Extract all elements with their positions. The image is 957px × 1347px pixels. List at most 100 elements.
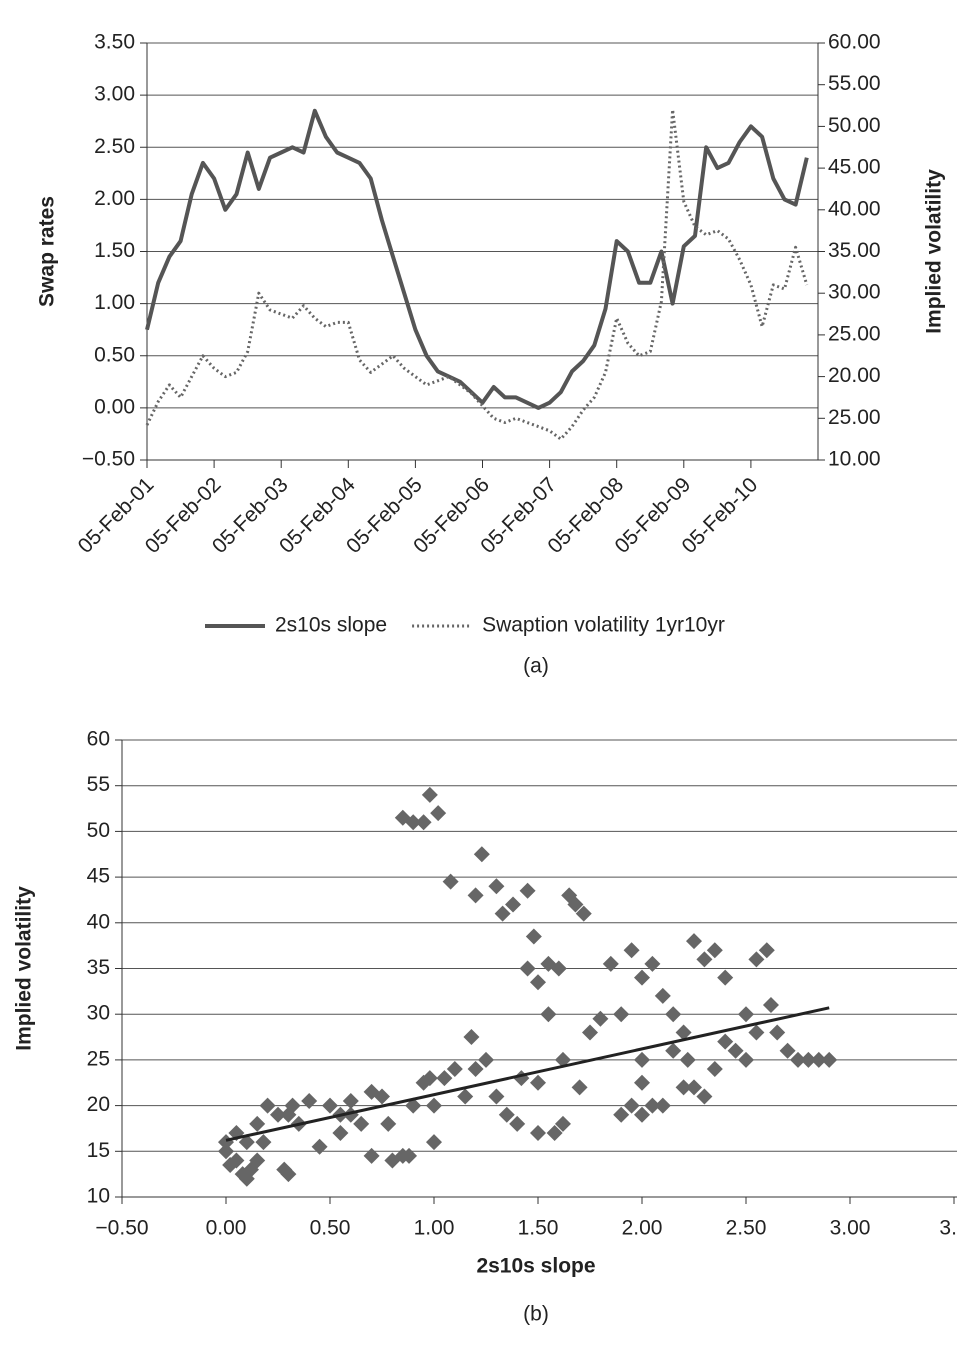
scatter-point — [311, 1138, 328, 1155]
scatter-point — [706, 1061, 723, 1078]
y2-tick-label: 45.00 — [828, 156, 881, 179]
y-tick-label: 50 — [87, 819, 110, 842]
y2-tick-label: 40.00 — [828, 197, 881, 220]
scatter-point — [530, 1125, 546, 1142]
y2-tick-label: 25.00 — [828, 322, 881, 345]
caption: (b) — [523, 1303, 549, 1326]
scatter-point — [790, 1051, 806, 1068]
scatter-point — [280, 1166, 297, 1183]
scatter-point — [550, 960, 567, 977]
scatter-point — [675, 1079, 692, 1096]
legend-label: Swaption volatility 1yr10yr — [482, 614, 725, 637]
scatter-point — [592, 1010, 609, 1027]
scatter-point — [762, 997, 779, 1014]
scatter-point — [421, 1070, 438, 1087]
scatter-point — [613, 1006, 630, 1023]
scatter-point — [654, 1097, 671, 1114]
scatter-point — [679, 1051, 696, 1068]
legend-label: 2s10s slope — [275, 614, 387, 637]
x-tick-label: 3.00 — [830, 1217, 871, 1240]
scatter-point — [654, 987, 671, 1004]
scatter-point — [488, 1088, 505, 1105]
scatter-point — [738, 1051, 754, 1068]
scatter-point — [665, 1042, 682, 1059]
scatter-point — [430, 805, 447, 822]
scatter-point — [634, 969, 650, 986]
scatter-point — [374, 1088, 390, 1105]
scatter-point — [717, 1033, 734, 1050]
y-axis-title: Implied volatility — [13, 886, 36, 1051]
scatter-point — [467, 887, 484, 904]
y2-tick-label: 20.00 — [828, 364, 881, 387]
scatter-point — [478, 1051, 494, 1068]
x-tick-label: 1.50 — [518, 1217, 559, 1240]
scatter-point — [473, 846, 490, 863]
x-tick-label: 2.50 — [726, 1217, 767, 1240]
scatter-point — [301, 1093, 318, 1110]
trend-line — [225, 1006, 830, 1142]
y2-tick-label: 10.00 — [828, 448, 881, 471]
y-tick-label: 60 — [87, 728, 110, 751]
scatter-point — [821, 1051, 838, 1068]
y-tick-label: 0.00 — [94, 395, 135, 418]
scatter-point — [426, 1097, 442, 1114]
y2-tick-label: 35.00 — [828, 239, 881, 262]
scatter-point — [567, 896, 584, 913]
scatter-point — [505, 896, 522, 913]
x-tick-label: 1.00 — [414, 1217, 455, 1240]
scatter-point — [498, 1106, 515, 1123]
scatter-point — [634, 1051, 650, 1068]
scatter-point — [509, 1115, 526, 1132]
scatter-point — [686, 1079, 702, 1096]
y2-tick-label: 25.00 — [828, 406, 881, 429]
scatter-point — [613, 1106, 630, 1123]
scatter-point — [228, 1152, 245, 1169]
scatter-point — [280, 1106, 297, 1123]
scatter-point — [519, 882, 536, 899]
scatter-point — [322, 1097, 338, 1114]
y-tick-label: 45 — [87, 865, 110, 888]
scatter-point — [748, 951, 765, 968]
scatter-point — [717, 969, 734, 986]
y-axis-title: Swap rates — [36, 196, 59, 307]
scatter-point — [675, 1024, 692, 1041]
scatter-point — [644, 1097, 661, 1114]
scatter-point — [696, 951, 713, 968]
scatter-point — [706, 942, 723, 959]
scatter-point — [634, 1106, 650, 1123]
x-tick-label: −0.50 — [95, 1217, 148, 1240]
scatter-point — [342, 1093, 359, 1110]
caption: (a) — [523, 655, 549, 678]
scatter-point — [332, 1125, 349, 1142]
y2-tick-label: 50.00 — [828, 114, 881, 137]
scatter-point — [540, 1006, 557, 1023]
y-tick-label: 3.50 — [94, 31, 135, 54]
scatter-point — [494, 905, 511, 922]
y-tick-label: 2.50 — [94, 135, 135, 158]
y-tick-label: 25 — [87, 1047, 110, 1070]
scatter-point — [457, 1088, 474, 1105]
scatter-point — [634, 1074, 650, 1091]
scatter-point — [218, 1134, 234, 1151]
scatter-point — [727, 1042, 744, 1059]
scatter-point — [463, 1029, 480, 1046]
y-tick-label: 40 — [87, 910, 110, 933]
scatter-point — [769, 1024, 786, 1041]
series-line — [145, 108, 809, 410]
series-line — [145, 108, 809, 441]
y-tick-label: 2.00 — [94, 187, 135, 210]
scatter-point — [353, 1115, 370, 1132]
scatter-point — [426, 1134, 442, 1151]
scatter-point — [696, 1088, 713, 1105]
scatter-point — [519, 960, 536, 977]
y-tick-label: 15 — [87, 1139, 110, 1162]
scatter-point — [270, 1106, 286, 1123]
scatter-point — [421, 786, 438, 803]
scatter-point — [436, 1070, 453, 1087]
scatter-point — [800, 1051, 817, 1068]
scatter-point — [249, 1152, 266, 1169]
scatter-point — [575, 905, 592, 922]
scatter-point — [259, 1097, 276, 1114]
y-tick-label: 3.00 — [94, 83, 135, 106]
